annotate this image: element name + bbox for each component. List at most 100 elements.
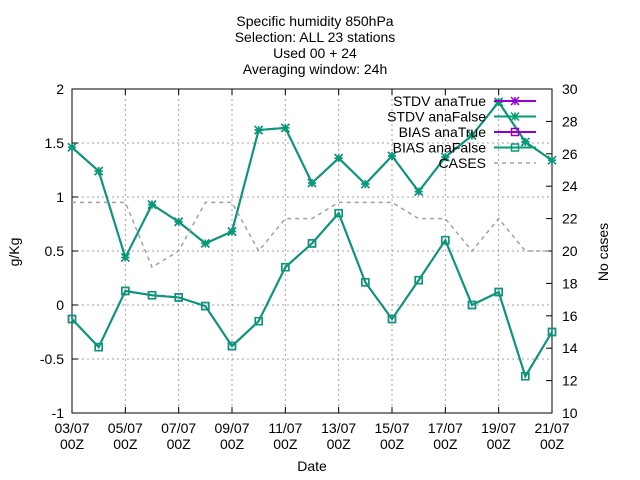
- y-tick-label: -1: [52, 405, 65, 421]
- data-point: [510, 143, 520, 152]
- data-point: [67, 142, 77, 152]
- data-point: [387, 151, 397, 161]
- series-group: [67, 97, 557, 381]
- data-point: [334, 153, 344, 163]
- data-point: [227, 341, 237, 351]
- y2-tick-label: 26: [562, 146, 578, 162]
- data-point: [227, 227, 237, 237]
- series-line: [72, 201, 552, 269]
- x-tick-label: 00Z: [113, 436, 138, 452]
- axes: -1 -0.5 0 0.5 1 1.5 2 10 12 14 16 18 20 22 24 26 28 30 03/…: [40, 81, 578, 452]
- y2-tick-label: 24: [562, 178, 578, 194]
- y-tick-label: 0.5: [45, 243, 65, 259]
- title-line: Selection: ALL 23 stations: [235, 29, 396, 45]
- y2-tick-label: 10: [562, 405, 578, 421]
- data-point: [67, 314, 77, 324]
- data-point: [510, 127, 520, 137]
- x-axis-label: Date: [297, 458, 327, 474]
- series-line: [71, 211, 553, 379]
- y-axis-label: g/Kg: [6, 238, 22, 267]
- y-tick-label: 1: [56, 189, 64, 205]
- series-stdv-anafalse: [67, 97, 557, 263]
- data-point: [520, 137, 530, 147]
- series-cases: [72, 201, 552, 269]
- data-point: [94, 342, 103, 352]
- y2-tick-label: 18: [562, 275, 578, 291]
- data-point: [147, 291, 157, 300]
- data-point: [174, 217, 184, 227]
- data-point: [414, 275, 423, 285]
- data-point: [254, 316, 263, 326]
- title-line: Averaging window: 24h: [243, 61, 388, 77]
- x-tick-label: 09/07: [214, 420, 249, 436]
- y-tick-label: 1.5: [45, 135, 65, 151]
- data-point: [467, 300, 477, 310]
- series-bias-anafalse: [67, 208, 557, 381]
- title-line: Used 00 + 24: [273, 45, 357, 61]
- x-tick-label: 00Z: [273, 436, 298, 452]
- legend-item: STDV anaTrue: [393, 93, 536, 109]
- data-point: [510, 111, 520, 122]
- x-tick-label: 00Z: [433, 436, 458, 452]
- legend-item: CASES: [439, 155, 536, 171]
- data-point: [147, 200, 157, 210]
- data-point: [307, 239, 317, 248]
- x-tick-label: 21/07: [534, 420, 569, 436]
- y2-tick-label: 20: [562, 243, 578, 259]
- x-tick-label: 13/07: [321, 420, 356, 436]
- y2-tick-label: 22: [562, 211, 578, 227]
- data-point: [547, 155, 557, 165]
- data-point: [174, 293, 183, 302]
- legend-label: STDV anaTrue: [393, 93, 486, 109]
- x-tick-label: 00Z: [327, 436, 352, 452]
- data-point: [521, 372, 530, 381]
- data-point: [414, 187, 424, 197]
- x-tick-label: 00Z: [167, 436, 192, 452]
- x-tick-label: 19/07: [481, 420, 516, 436]
- x-tick-label: 00Z: [540, 436, 565, 452]
- data-point: [281, 262, 290, 272]
- plot-frame: [71, 88, 553, 414]
- y2-tick-label: 16: [562, 308, 578, 324]
- title-line: Specific humidity 850hPa: [236, 13, 393, 29]
- legend-label: BIAS anaFalse: [393, 140, 487, 156]
- data-point: [280, 123, 290, 133]
- data-point: [494, 287, 503, 297]
- data-point: [360, 179, 370, 189]
- y2-tick-label: 28: [562, 113, 578, 129]
- data-point: [120, 252, 130, 263]
- legend-item: STDV anaFalse: [387, 109, 536, 125]
- y-tick-label: 2: [56, 81, 64, 97]
- x-tick-label: 15/07: [374, 420, 409, 436]
- series-bias-anatrue: [67, 208, 557, 381]
- data-point: [441, 235, 450, 245]
- x-tick-label: 00Z: [220, 436, 245, 452]
- data-point: [254, 125, 264, 135]
- y2-tick-label: 12: [562, 373, 578, 389]
- data-point: [121, 286, 130, 296]
- legend-item: BIAS anaFalse: [393, 140, 536, 156]
- y2-tick-label: 30: [562, 81, 578, 97]
- legend-label: BIAS anaTrue: [399, 124, 487, 140]
- x-tick-label: 00Z: [380, 436, 405, 452]
- data-point: [200, 238, 210, 248]
- x-tick-label: 05/07: [108, 420, 143, 436]
- data-point: [547, 327, 557, 337]
- y-tick-label: -0.5: [40, 351, 64, 367]
- data-point: [201, 301, 210, 311]
- x-tick-label: 00Z: [487, 436, 512, 452]
- y2-tick-label: 14: [562, 340, 578, 356]
- data-point: [387, 314, 397, 324]
- x-tick-label: 00Z: [60, 436, 85, 452]
- data-point: [94, 166, 104, 176]
- data-point: [440, 152, 450, 162]
- data-point: [510, 96, 520, 106]
- grid: [72, 89, 552, 413]
- x-tick-label: 17/07: [428, 420, 463, 436]
- data-point: [467, 130, 477, 140]
- legend-label: CASES: [439, 155, 486, 171]
- y2-axis-label: No cases: [595, 223, 611, 281]
- legend-label: STDV anaFalse: [387, 109, 486, 125]
